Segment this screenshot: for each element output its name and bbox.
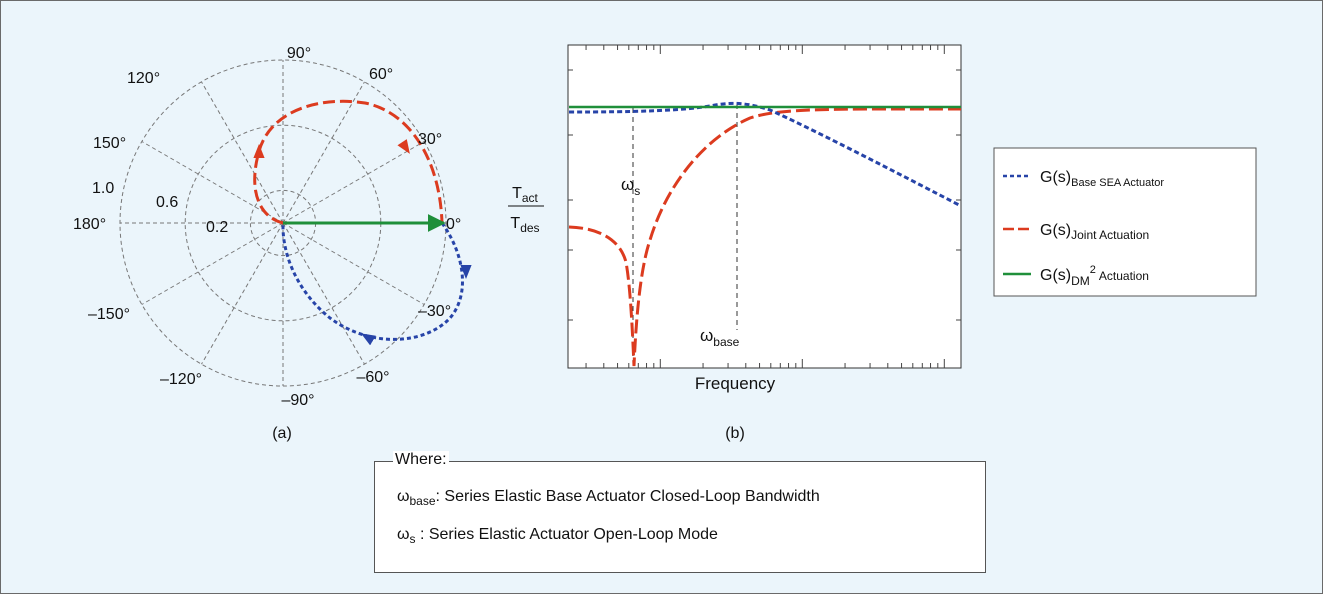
angle-spoke bbox=[282, 141, 425, 224]
legend-label: G(s)DM2 Actuation bbox=[1040, 264, 1149, 288]
angle-tick-label: –30° bbox=[418, 303, 451, 320]
angle-spoke bbox=[141, 141, 284, 224]
legend-entry-joint: G(s)Joint Actuation bbox=[1003, 222, 1149, 242]
frequency-response-plot: ωs ωbase Tact Tdes Frequency (b) bbox=[508, 44, 962, 442]
series-joint-actuation bbox=[568, 107, 962, 367]
omega-s-label: ωs bbox=[621, 175, 640, 198]
legend-label: G(s)Base SEA Actuator bbox=[1040, 169, 1164, 189]
omega-sub: s bbox=[409, 532, 416, 547]
omega-sub: base bbox=[409, 494, 436, 509]
x-axis-label: Frequency bbox=[695, 374, 776, 393]
radius-tick-label: 0.6 bbox=[156, 194, 178, 211]
panel-b-label: (b) bbox=[725, 425, 745, 442]
angle-tick-label: –60° bbox=[356, 369, 389, 386]
radius-tick-label: 0.2 bbox=[206, 219, 228, 236]
omega-symbol: ω bbox=[397, 526, 410, 543]
angle-tick-label: –120° bbox=[160, 371, 202, 388]
series-base-sea bbox=[568, 101, 962, 208]
y-axis-label: Tact Tdes bbox=[508, 185, 544, 235]
angle-tick-label: –90° bbox=[281, 392, 314, 409]
angle-tick-label: 60° bbox=[369, 66, 393, 83]
direction-arrow bbox=[397, 139, 410, 154]
where-row-omega-base: ωbase: Series Elastic Base Actuator Clos… bbox=[397, 488, 820, 508]
angle-tick-label: 180° bbox=[73, 216, 106, 233]
panel-a-label: (a) bbox=[272, 425, 292, 442]
polar-labels: 90° 60° 30° 0° –30° –60° –90° –120° –150° 180° 150… bbox=[73, 45, 461, 409]
angle-tick-label: 30° bbox=[418, 131, 442, 148]
legend: G(s)Base SEA Actuator G(s)Joint Actuatio… bbox=[993, 147, 1257, 297]
where-box: Where: ωbase: Series Elastic Base Actuat… bbox=[374, 451, 986, 573]
where-definition: : Series Elastic Actuator Open-Loop Mode bbox=[415, 526, 718, 543]
legend-entry-base-sea: G(s)Base SEA Actuator bbox=[1003, 169, 1164, 189]
plot-area bbox=[567, 44, 962, 369]
angle-tick-label: 120° bbox=[127, 70, 160, 87]
polar-curves bbox=[253, 99, 472, 346]
angle-tick-label: –150° bbox=[88, 306, 130, 323]
angle-tick-label: 0° bbox=[446, 216, 461, 233]
where-title: Where: bbox=[393, 451, 449, 469]
angle-tick-label: 150° bbox=[93, 135, 126, 152]
legend-frame bbox=[993, 147, 1257, 297]
where-definition: : Series Elastic Base Actuator Closed-Lo… bbox=[435, 488, 820, 505]
x-axis-ticks bbox=[568, 45, 961, 368]
angle-spoke bbox=[201, 81, 284, 224]
polar-series-joint bbox=[253, 99, 444, 225]
angle-spoke bbox=[282, 222, 365, 365]
direction-arrow bbox=[360, 333, 376, 346]
omega-symbol: ω bbox=[397, 488, 410, 505]
y-label-denominator: Tdes bbox=[510, 215, 539, 235]
angle-tick-label: 90° bbox=[287, 45, 311, 62]
angle-spoke bbox=[141, 222, 284, 305]
annotations: ωs ωbase bbox=[621, 104, 740, 368]
angle-spoke bbox=[282, 81, 365, 224]
frequency-curves bbox=[568, 101, 962, 367]
legend-label: G(s)Joint Actuation bbox=[1040, 222, 1149, 242]
radius-tick-label: 1.0 bbox=[92, 180, 114, 197]
angle-spoke bbox=[201, 222, 284, 365]
where-row-omega-s: ωs : Series Elastic Actuator Open-Loop M… bbox=[397, 526, 718, 546]
omega-base-label: ωbase bbox=[700, 326, 740, 349]
polar-plot: 90° 60° 30° 0° –30° –60° –90° –120° –150° 180° 150… bbox=[73, 45, 472, 442]
y-label-numerator: Tact bbox=[512, 185, 538, 205]
legend-entry-dm2: G(s)DM2 Actuation bbox=[1003, 264, 1149, 288]
angle-spoke bbox=[282, 222, 425, 305]
